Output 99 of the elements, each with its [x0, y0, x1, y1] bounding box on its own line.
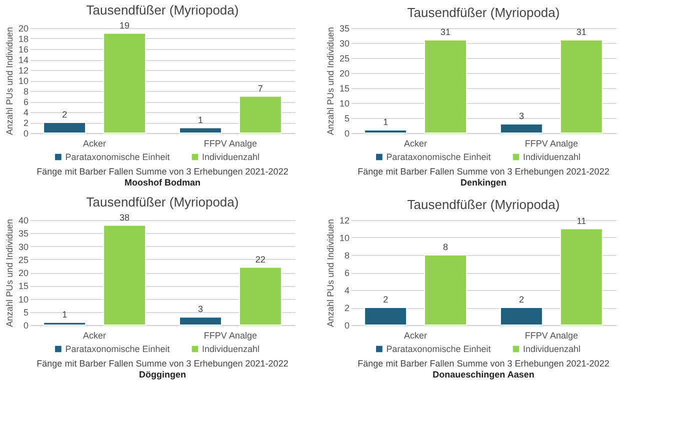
y-tick-label: 10	[18, 294, 28, 304]
y-tick-label: 18	[18, 34, 28, 44]
x-tick-label: FFPV Analge	[204, 138, 257, 148]
y-tick-label: 20	[339, 68, 350, 78]
data-label: 31	[576, 27, 586, 37]
data-label: 2	[62, 110, 68, 120]
y-tick-label: 15	[18, 281, 28, 292]
y-tick-label: 8	[23, 86, 28, 96]
bar	[238, 96, 282, 134]
bar	[560, 228, 603, 326]
y-tick-label: 35	[339, 24, 350, 34]
x-tick-label: Acker	[404, 138, 428, 148]
chart-title: Tausendfüßer (Myriopoda)	[407, 197, 560, 212]
y-tick-label: 30	[339, 38, 350, 48]
bar	[560, 40, 603, 134]
y-tick-label: 30	[18, 242, 28, 252]
x-tick-label: FFPV Analge	[204, 330, 257, 340]
y-tick-label: 4	[344, 286, 350, 296]
chart-title: Tausendfüßer (Myriopoda)	[407, 5, 560, 20]
y-tick-label: 12	[18, 66, 28, 76]
y-axis-title: Anzahl PUs und Individuen	[4, 26, 14, 136]
y-tick-label: 4	[23, 108, 28, 118]
data-label: 19	[120, 20, 130, 30]
data-label: 31	[440, 27, 451, 37]
y-tick-label: 6	[23, 97, 28, 107]
bar	[424, 40, 468, 134]
chart-title: Tausendfüßer (Myriopoda)	[86, 2, 239, 18]
y-tick-label: 8	[344, 250, 350, 260]
bar	[178, 127, 222, 134]
legend-label: Parataxonomische Einheit	[65, 152, 170, 162]
legend-label: Individuenzahl	[202, 344, 260, 354]
y-tick-label: 5	[23, 307, 28, 318]
bar	[364, 307, 408, 326]
text: Fänge mit Barber Fallen Summe von 3 Erhebungen 2021-2022	[36, 166, 288, 176]
text: Denkingen	[460, 178, 507, 188]
y-axis-title: Anzahl PUs und Individuen	[4, 218, 14, 328]
data-label: 1	[62, 309, 68, 320]
bar	[43, 322, 86, 326]
bar	[238, 266, 282, 326]
data-label: 7	[258, 83, 263, 94]
data-label: 1	[198, 114, 203, 125]
data-label: 2	[383, 294, 388, 304]
y-tick-label: 20	[18, 24, 28, 34]
legend-label: Parataxonomische Einheit	[386, 344, 492, 354]
bar	[424, 254, 468, 326]
y-axis-title: Anzahl PUs und Individuen	[325, 26, 336, 136]
y-tick-label: 35	[18, 228, 28, 239]
x-tick-label: FFPV Analge	[524, 330, 578, 340]
text: Fänge mit Barber Fallen Summe von 3 Erhebungen 2021-2022	[36, 358, 288, 368]
bar	[103, 224, 146, 326]
y-tick-label: 14	[18, 55, 28, 65]
text: Donaueschingen Aasen	[432, 370, 534, 380]
legend-label: Individuenzahl	[523, 344, 581, 354]
y-tick-label: 40	[18, 216, 28, 226]
bar	[500, 124, 543, 134]
bar	[103, 32, 146, 134]
data-label: 3	[198, 304, 203, 314]
data-label: 8	[443, 242, 448, 252]
data-label: 2	[518, 294, 524, 304]
data-label: 3	[518, 111, 524, 121]
x-tick-label: Acker	[83, 138, 106, 148]
y-tick-label: 10	[339, 233, 350, 243]
legend-label: Parataxonomische Einheit	[65, 344, 170, 354]
y-tick-label: 12	[339, 216, 350, 226]
text: Fänge mit Barber Fallen Summe von 3 Erhebungen 2021-2022	[358, 358, 610, 368]
y-tick-label: 10	[339, 98, 350, 108]
bar	[500, 307, 543, 326]
y-tick-label: 0	[23, 320, 28, 330]
bar	[178, 316, 222, 326]
bar	[43, 122, 86, 134]
chart-title: Tausendfüßer (Myriopoda)	[86, 194, 239, 210]
legend-label: Individuenzahl	[202, 152, 260, 162]
text: Döggingen	[139, 370, 186, 380]
text: Mooshof Bodman	[124, 178, 200, 188]
y-tick-label: 2	[23, 118, 28, 128]
y-tick-label: 6	[344, 268, 350, 278]
y-tick-label: 20	[18, 268, 28, 278]
y-tick-label: 2	[344, 303, 350, 313]
data-label: 38	[120, 212, 130, 222]
y-tick-label: 5	[344, 114, 350, 124]
data-label: 11	[576, 216, 586, 226]
x-tick-label: FFPV Analge	[524, 138, 578, 148]
x-tick-label: Acker	[83, 330, 106, 340]
y-tick-label: 25	[18, 254, 28, 265]
data-label: 1	[383, 117, 388, 127]
y-tick-label: 16	[18, 44, 28, 54]
x-tick-label: Acker	[404, 330, 428, 340]
y-tick-label: 0	[344, 128, 350, 138]
y-axis-title: Anzahl PUs und Individuen	[325, 218, 336, 328]
y-tick-label: 0	[23, 128, 28, 138]
text: Fänge mit Barber Fallen Summe von 3 Erhebungen 2021-2022	[358, 166, 610, 176]
y-tick-label: 0	[344, 320, 350, 330]
y-tick-label: 15	[339, 84, 350, 94]
legend-label: Parataxonomische Einheit	[386, 152, 492, 162]
data-label: 22	[255, 254, 266, 264]
y-tick-label: 10	[18, 76, 28, 86]
bar	[364, 130, 408, 134]
legend-label: Individuenzahl	[523, 152, 581, 162]
y-tick-label: 25	[339, 54, 350, 64]
